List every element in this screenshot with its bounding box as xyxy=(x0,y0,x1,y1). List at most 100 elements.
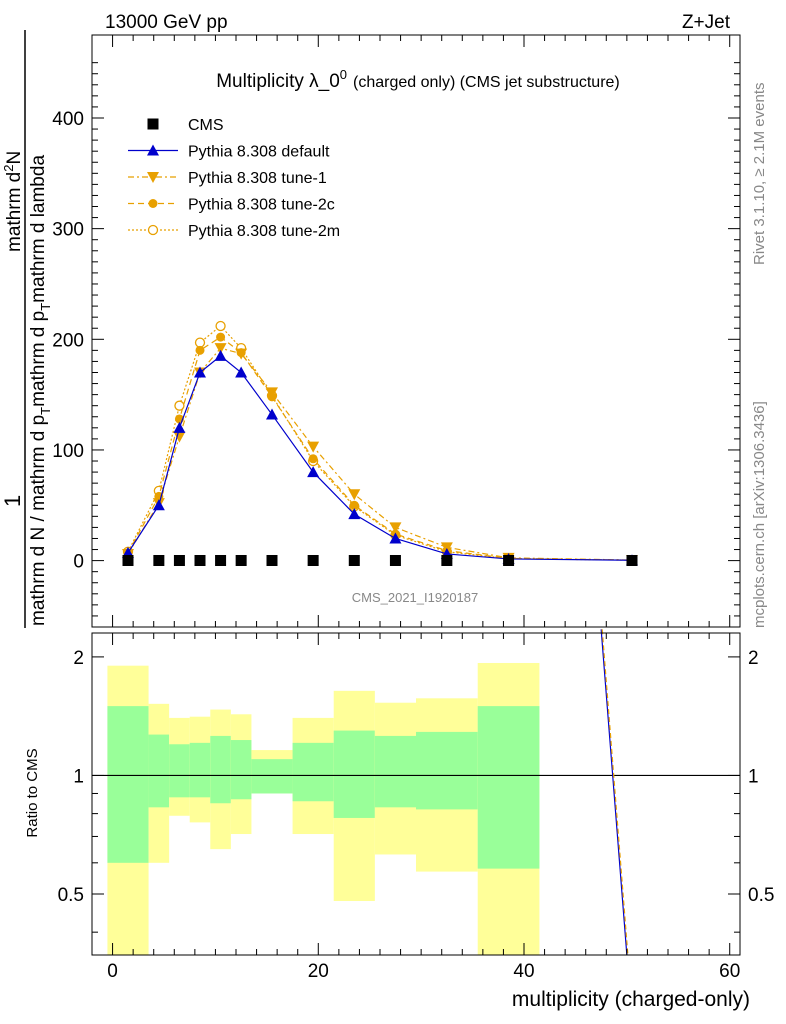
series-line xyxy=(127,325,633,561)
ratio-plot-frame xyxy=(91,632,741,956)
x-axis-label: multiplicity (charged-only) xyxy=(512,988,750,1011)
data-point xyxy=(235,366,248,378)
series-4 xyxy=(122,320,638,566)
xtick-label: 20 xyxy=(308,961,329,982)
main-ytick-label: 200 xyxy=(52,330,84,351)
data-point xyxy=(308,454,318,464)
data-point xyxy=(389,554,401,566)
ratio-band-inner xyxy=(189,742,211,798)
main-plot: 0 100 200 300 400 CMS_2021_I1920187 Multipli… xyxy=(52,34,741,628)
ratio-ytick-label-right: 1 xyxy=(748,766,759,787)
ylabel-line1: 1 xyxy=(0,495,25,507)
ratio-ytick-label: 2 xyxy=(73,648,84,669)
series-1 xyxy=(122,349,638,566)
legend-marker xyxy=(147,224,159,236)
data-point xyxy=(215,554,227,566)
data-point xyxy=(626,554,638,566)
main-ticks: 0 100 200 300 400 xyxy=(52,35,740,627)
header-right: Z+Jet xyxy=(682,12,731,33)
ylabel-line3: mathrm d2N xyxy=(1,151,25,252)
main-ytick-label: 0 xyxy=(73,552,84,573)
legend-label: Pythia 8.308 default xyxy=(188,144,330,161)
main-series xyxy=(122,320,638,567)
data-point xyxy=(173,421,186,433)
data-point xyxy=(174,400,185,411)
ratio-band-inner xyxy=(333,730,375,818)
data-point xyxy=(173,554,185,566)
data-point xyxy=(349,500,359,510)
main-plot-frame xyxy=(91,34,741,628)
data-point xyxy=(440,542,453,554)
series-line xyxy=(127,355,633,561)
data-point xyxy=(348,508,361,520)
ratio-band-inner xyxy=(169,744,190,798)
header-left: 13000 GeV pp xyxy=(105,12,228,33)
data-point xyxy=(235,554,247,566)
main-ytick-label: 400 xyxy=(52,109,84,130)
data-point xyxy=(215,320,226,332)
ratio-band-inner xyxy=(230,740,252,800)
legend-marker xyxy=(147,172,159,183)
data-point xyxy=(173,431,186,443)
ratio-ylabel: Ratio to CMS xyxy=(24,748,41,837)
data-point xyxy=(307,554,319,566)
data-point xyxy=(153,554,165,566)
legend-marker xyxy=(147,118,159,130)
data-point xyxy=(348,554,360,566)
watermark: CMS_2021_I1920187 xyxy=(352,590,479,605)
main-ylabel: 1 mathrm d N / mathrm d pTmathrm d pTmat… xyxy=(0,30,53,628)
legend-marker xyxy=(148,199,158,208)
ratio-lines xyxy=(600,629,629,956)
data-point xyxy=(195,345,205,355)
ratio-band-inner xyxy=(251,759,293,794)
series-0 xyxy=(122,554,638,566)
data-point xyxy=(307,441,320,453)
xtick-label: 40 xyxy=(513,961,534,982)
data-point xyxy=(194,337,206,348)
data-point xyxy=(389,532,402,544)
data-point xyxy=(194,366,206,378)
ratio-bands xyxy=(92,662,740,955)
legend: CMS Pythia 8.308 default Pythia 8.308 tune… xyxy=(128,117,340,240)
series-line xyxy=(127,347,633,561)
ratio-ticks: 0.5 0.51 12 20 20 40 60 xyxy=(58,633,774,982)
data-point xyxy=(216,332,226,342)
data-point xyxy=(348,489,361,501)
data-point xyxy=(389,522,402,534)
data-point xyxy=(307,466,320,478)
side-text-top: Rivet 3.1.10, ≥ 2.1M events xyxy=(751,83,768,266)
ratio-band-inner xyxy=(107,706,149,863)
ratio-line xyxy=(601,629,629,956)
xtick-label: 60 xyxy=(719,961,740,982)
main-ytick-label: 100 xyxy=(52,441,84,462)
data-point xyxy=(266,387,278,399)
ylabel-line2: mathrm d N / mathrm d pTmathrm d pTmathr… xyxy=(28,155,53,626)
data-point xyxy=(122,554,134,566)
main-ytick-label: 300 xyxy=(52,220,84,241)
ratio-band-inner xyxy=(292,742,334,802)
data-point xyxy=(266,408,278,420)
data-point xyxy=(235,348,248,360)
ratio-band-inner xyxy=(148,734,170,808)
ratio-band-inner xyxy=(210,735,231,804)
ratio-band-inner xyxy=(416,731,478,810)
legend-label: CMS xyxy=(188,117,224,134)
legend-label: Pythia 8.308 tune-2m xyxy=(188,223,340,240)
ratio-band-inner xyxy=(374,735,416,808)
data-point xyxy=(441,554,453,566)
data-point xyxy=(503,554,515,566)
legend-label: Pythia 8.308 tune-2c xyxy=(188,197,335,214)
plot-title: Multiplicity λ_00 (charged only) (CMS jet… xyxy=(216,67,620,92)
ratio-ytick-label-right: 0.5 xyxy=(748,885,774,906)
legend-marker xyxy=(147,144,159,156)
legend-label: Pythia 8.308 tune-1 xyxy=(188,170,327,187)
ratio-plot: 0.5 0.51 12 20 20 40 60 Ratio to CMS multiplic… xyxy=(24,629,774,1011)
ratio-band-inner xyxy=(477,706,540,869)
data-point xyxy=(194,554,206,566)
ratio-ytick-label: 1 xyxy=(73,766,84,787)
data-point xyxy=(266,554,278,566)
data-point xyxy=(214,349,227,361)
data-point xyxy=(214,343,227,355)
ratio-ytick-label: 0.5 xyxy=(58,885,84,906)
